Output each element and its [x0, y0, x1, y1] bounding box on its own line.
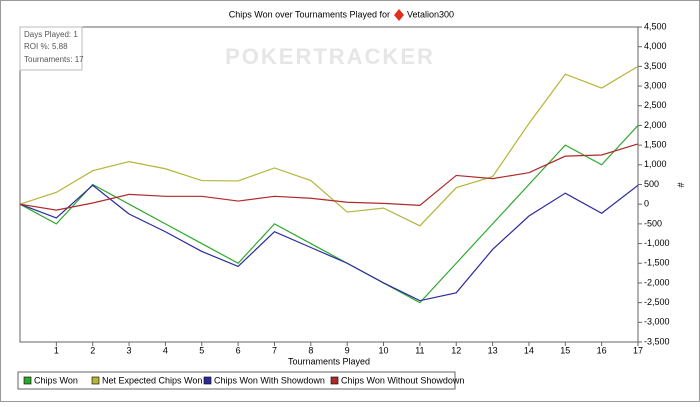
legend-label: Net Expected Chips Won: [102, 375, 202, 385]
x-tick-label: 13: [488, 345, 498, 355]
x-tick-label: 12: [451, 345, 461, 355]
player-icon: [394, 9, 404, 21]
y-tick-label: 4,500: [644, 21, 667, 31]
y-tick-label: 1,500: [644, 140, 667, 150]
info-line: ROI %: 5.88: [24, 42, 68, 51]
x-tick-label: 8: [308, 345, 313, 355]
y-tick-label: -1,500: [644, 258, 670, 268]
x-tick-label: 16: [597, 345, 607, 355]
info-line: Tournaments: 17: [24, 55, 84, 64]
x-tick-label: 17: [633, 345, 643, 355]
y-tick-label: 2,000: [644, 120, 667, 130]
y-tick-label: 500: [644, 179, 659, 189]
y-tick-label: 1,000: [644, 159, 667, 169]
y-tick-label: -3,000: [644, 317, 670, 327]
y-tick-label: 2,500: [644, 100, 667, 110]
y-tick-label: -3,500: [644, 336, 670, 346]
legend-label: Chips Won: [34, 375, 78, 385]
series-line: [19, 65, 639, 227]
series-line: [19, 184, 639, 302]
x-tick-label: 15: [560, 345, 570, 355]
x-tick-label: 7: [272, 345, 277, 355]
x-tick-label: 2: [90, 345, 95, 355]
x-axis-label: Tournaments Played: [288, 356, 370, 366]
y-tick-label: -2,500: [644, 297, 670, 307]
x-tick-label: 9: [345, 345, 350, 355]
y-tick-label: -500: [644, 218, 662, 228]
legend-swatch: [203, 376, 212, 385]
info-line: Days Played: 1: [24, 30, 78, 39]
x-tick-label: 10: [379, 345, 389, 355]
x-tick-label: 5: [199, 345, 204, 355]
x-tick-label: 14: [524, 345, 534, 355]
y-tick-label: 0: [644, 199, 649, 209]
watermark: POKERTRACKER: [225, 44, 435, 69]
series-line: [19, 125, 639, 304]
legend-swatch: [330, 376, 339, 385]
series-line: [19, 143, 639, 211]
x-tick-label: 4: [163, 345, 168, 355]
y-tick-label: 4,000: [644, 41, 667, 51]
legend-swatch: [91, 376, 100, 385]
x-tick-label: 6: [236, 345, 241, 355]
y-tick-label: -2,000: [644, 277, 670, 287]
x-tick-label: 3: [127, 345, 132, 355]
legend-swatch: [23, 376, 32, 385]
info-box: [19, 26, 83, 71]
y-tick-label: 3,000: [644, 80, 667, 90]
y-tick-label: 3,500: [644, 61, 667, 71]
y-tick-label: -1,000: [644, 238, 670, 248]
legend-label: Chips Won Without Showdown: [341, 375, 464, 385]
x-tick-label: 11: [415, 345, 424, 355]
legend-label: Chips Won With Showdown: [214, 375, 325, 385]
player-name: Vetalion300: [407, 9, 454, 19]
y-axis-label: #: [676, 182, 686, 187]
chart-title: Chips Won over Tournaments Played for: [229, 9, 390, 19]
legend: [17, 371, 456, 390]
x-tick-label: 1: [54, 345, 59, 355]
